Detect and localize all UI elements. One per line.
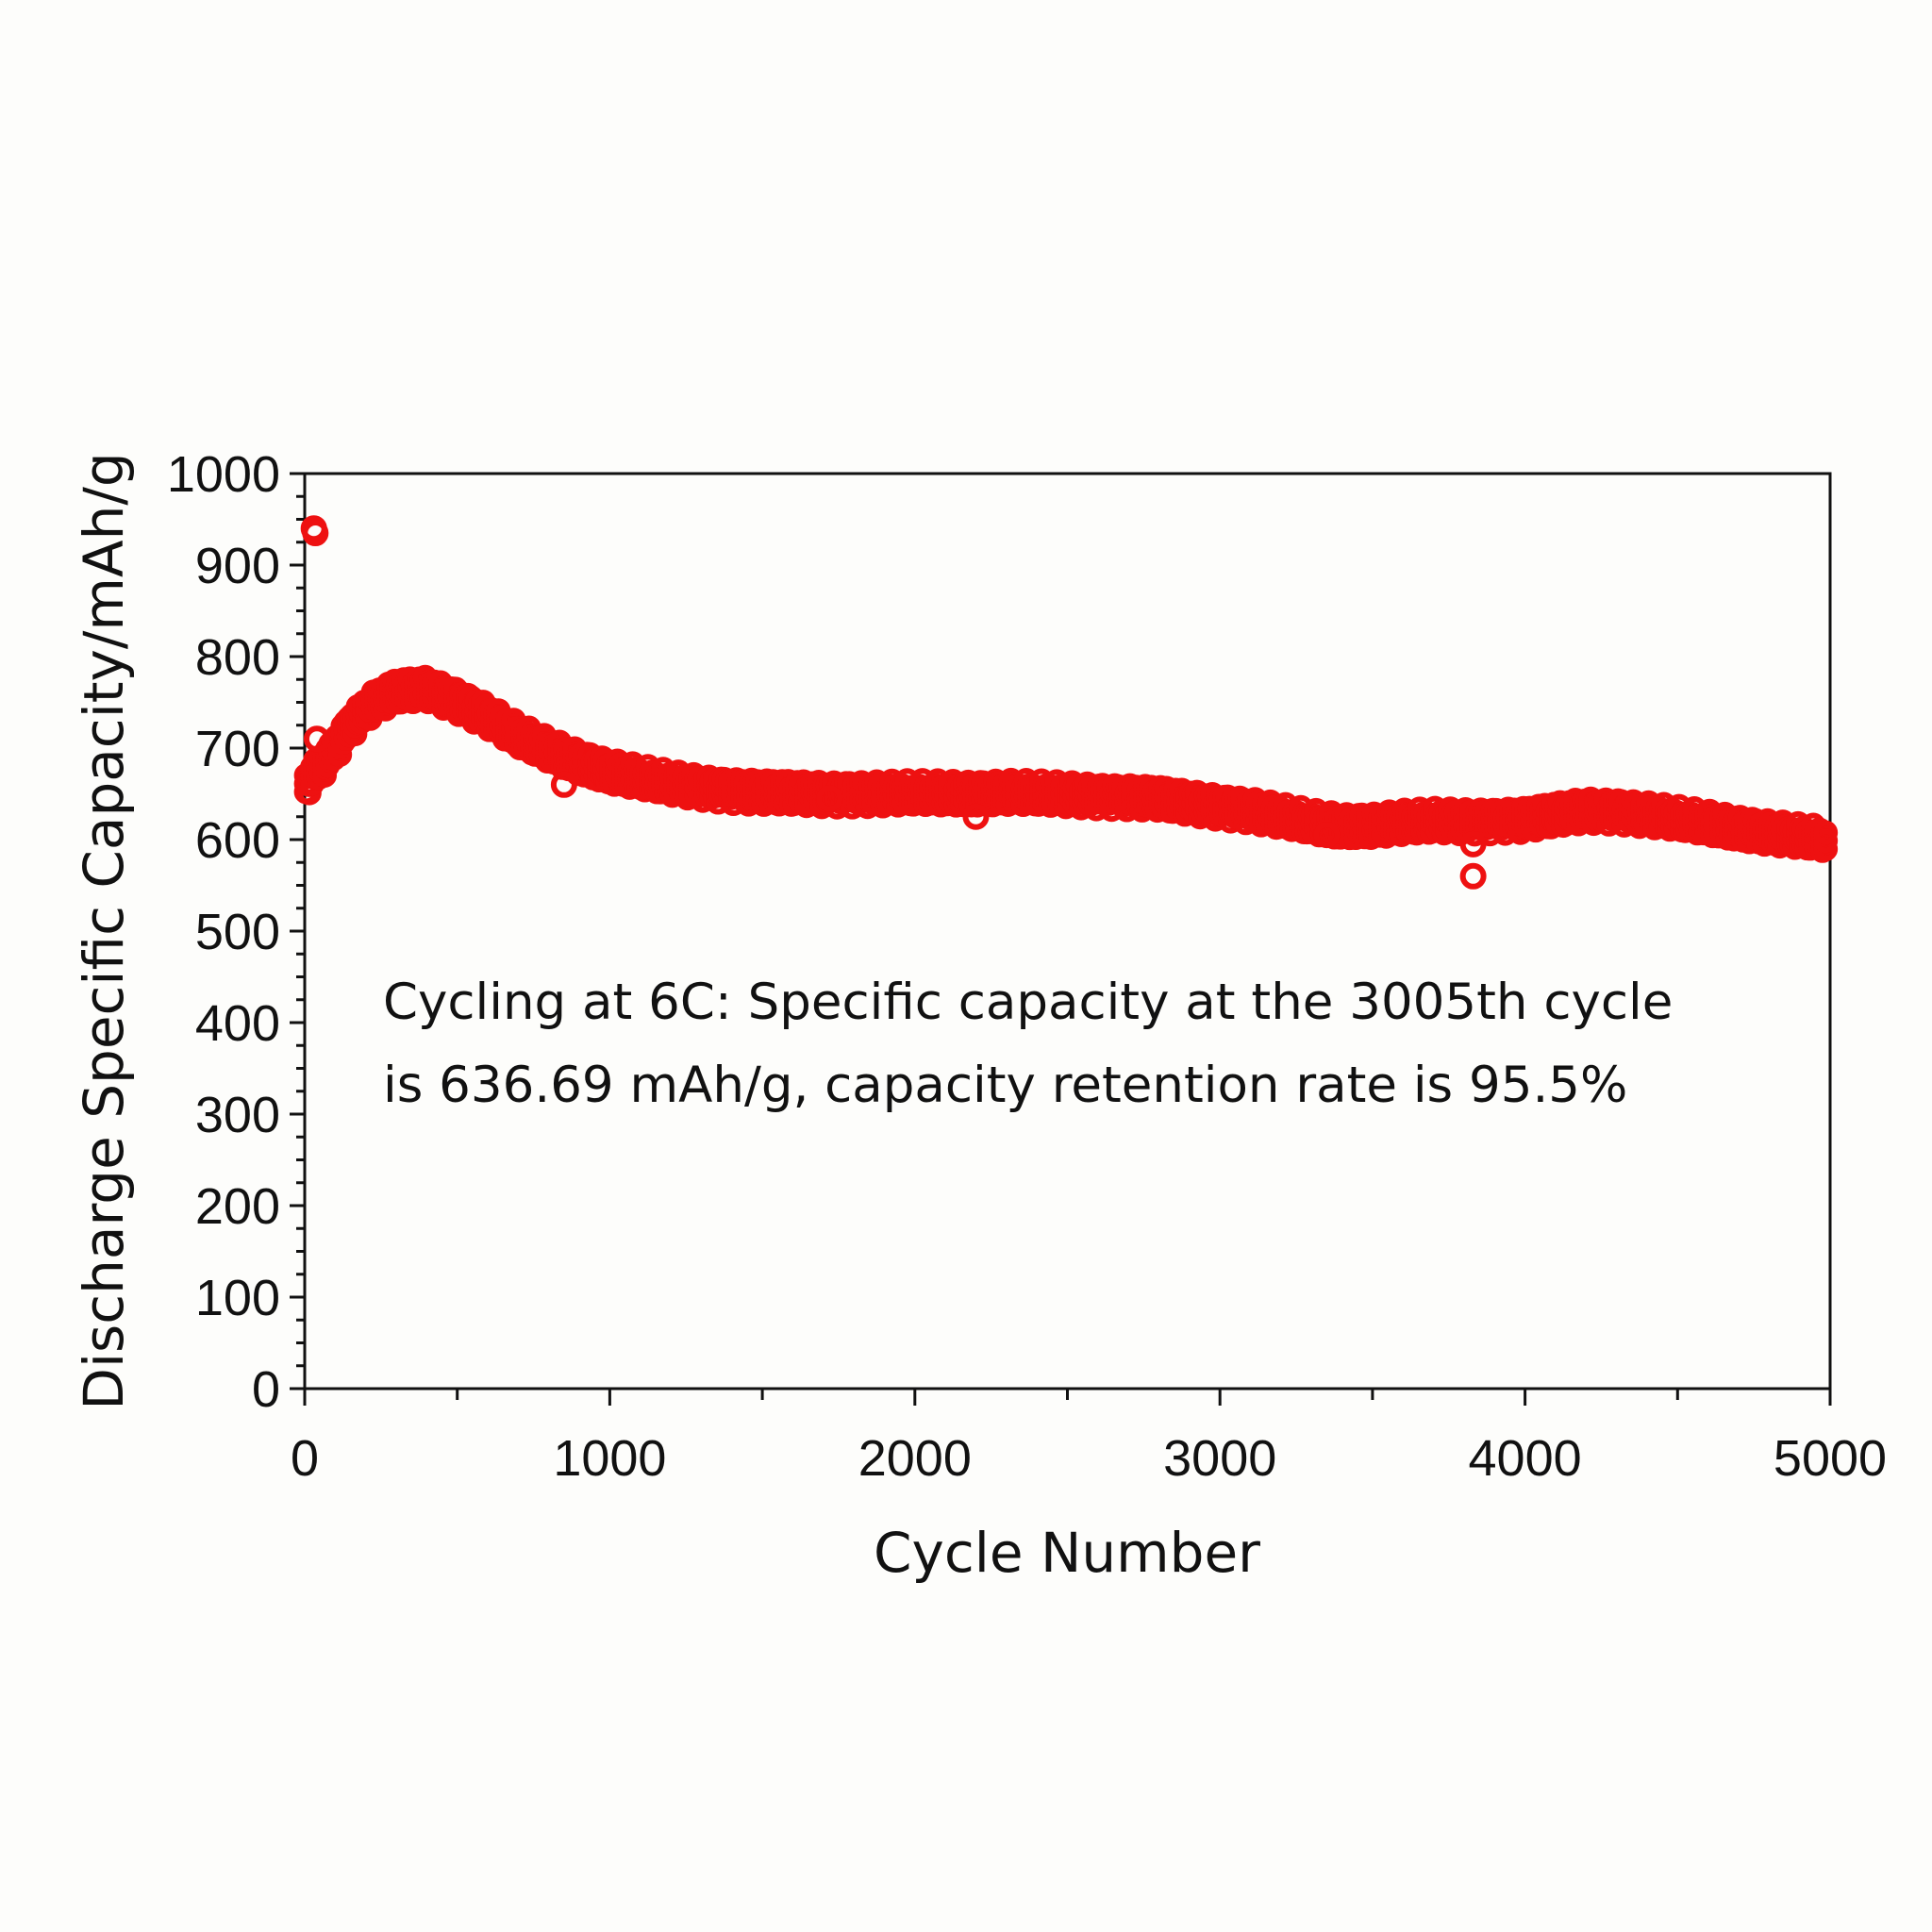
outlier-point xyxy=(1313,822,1341,849)
x-tick-label: 5000 xyxy=(1774,1430,1887,1487)
outlier-point xyxy=(1459,862,1487,890)
data-point xyxy=(1813,820,1839,845)
x-axis: 0 1000 2000 3000 4000 5000 xyxy=(291,1389,1887,1487)
annotation-line-2: is 636.69 mAh/g, capacity retention rate… xyxy=(383,1057,1627,1114)
outlier-point xyxy=(962,803,990,830)
x-tick-label: 2000 xyxy=(858,1430,972,1487)
y-tick-label: 200 xyxy=(195,1178,280,1235)
y-tick-label: 800 xyxy=(195,629,280,686)
outlier-point xyxy=(302,520,329,547)
y-tick-label: 700 xyxy=(195,721,280,777)
outlier-point xyxy=(550,771,577,798)
outlier-point xyxy=(816,785,843,812)
y-tick-label: 100 xyxy=(195,1270,280,1326)
y-tick-label: 300 xyxy=(195,1087,280,1143)
plot-frame xyxy=(303,472,1832,1391)
y-tick-label: 400 xyxy=(195,995,280,1052)
y-tick-label: 600 xyxy=(195,812,280,869)
y-tick-label: 500 xyxy=(195,904,280,960)
x-tick-label: 3000 xyxy=(1163,1430,1276,1487)
annotation-line-1: Cycling at 6C: Specific capacity at the … xyxy=(383,974,1673,1031)
y-axis: 0 100 200 300 400 500 600 700 800 900 1000 xyxy=(167,446,305,1418)
x-tick-label: 0 xyxy=(291,1430,319,1487)
plot-border xyxy=(303,472,1832,1391)
y-tick-label: 0 xyxy=(252,1361,280,1418)
data-point xyxy=(1813,828,1839,854)
y-tick-label: 900 xyxy=(195,538,280,594)
y-axis-label: Discharge Specific Capacity/mAh/g xyxy=(72,452,136,1409)
y-tick-label: 1000 xyxy=(167,446,280,503)
x-tick-label: 1000 xyxy=(553,1430,666,1487)
data-series xyxy=(293,515,1839,890)
outlier-point xyxy=(1459,830,1487,858)
outlier-point xyxy=(303,725,330,753)
x-tick-label: 4000 xyxy=(1469,1430,1582,1487)
x-axis-label: Cycle Number xyxy=(874,1521,1260,1585)
